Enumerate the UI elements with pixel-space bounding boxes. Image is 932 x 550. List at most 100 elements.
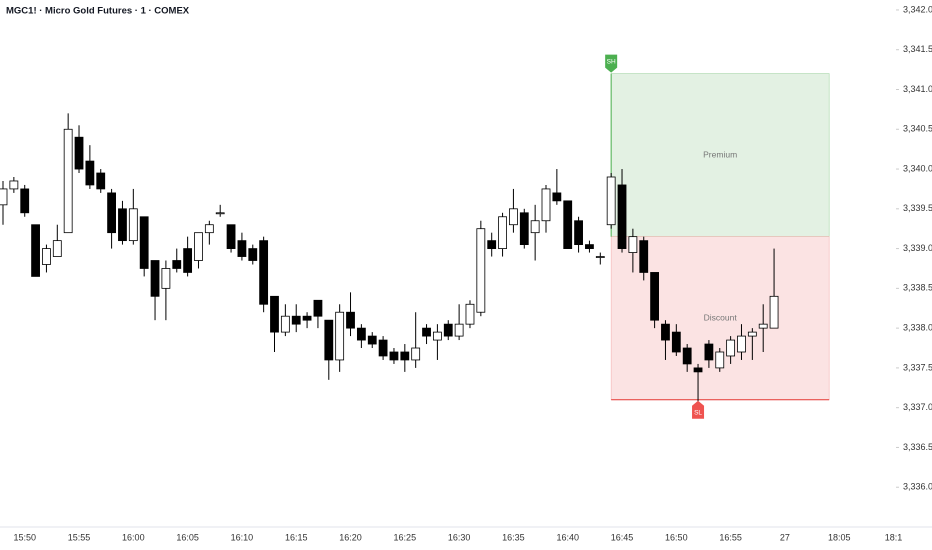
candle-body [432, 331, 442, 341]
candle-body [389, 351, 399, 361]
candle-body [758, 323, 768, 329]
candle-body [313, 299, 323, 317]
zone-label: Premium [703, 149, 737, 159]
candle-body [20, 188, 30, 214]
candle-body [519, 212, 529, 246]
x-tick-label: 18:05 [828, 532, 851, 542]
candle-body [585, 244, 594, 249]
candle-body [107, 192, 116, 234]
candle-body [530, 220, 540, 234]
x-tick-label: 16:15 [285, 532, 308, 542]
x-tick-label: 27 [780, 532, 790, 542]
candle-body [411, 347, 421, 361]
x-tick-label: 16:00 [122, 532, 145, 542]
candle-body [237, 240, 247, 257]
candle-body [498, 216, 507, 249]
candle-body [574, 220, 583, 246]
candle-body [118, 208, 127, 242]
candle-body [172, 260, 182, 269]
x-tick-label: 18:1 [885, 532, 903, 542]
candle-body [226, 224, 236, 249]
candle-body [465, 303, 475, 325]
candle-body [150, 260, 160, 297]
candle-body [74, 136, 84, 170]
candle-body [693, 367, 703, 373]
candle-body [9, 180, 19, 190]
sl-marker [692, 400, 705, 419]
x-tick-label: 16:25 [394, 532, 417, 542]
candle-body [639, 240, 649, 273]
y-tick-label: 3,337.0 [903, 402, 932, 412]
candle-body [194, 232, 203, 261]
candle-body [563, 200, 573, 249]
y-tick-label: 3,336.0 [903, 482, 932, 492]
sh-marker [605, 54, 618, 73]
candle-body [324, 319, 334, 361]
chart-title: MGC1! · Micro Gold Futures · 1 · COMEX [6, 6, 190, 17]
candle-body [509, 208, 518, 226]
x-tick-label: 16:10 [231, 532, 254, 542]
y-tick-label: 3,338.5 [903, 283, 932, 293]
candle-body [291, 315, 301, 325]
sh-label: SH [607, 58, 616, 65]
candle-body [715, 351, 725, 369]
candle-body [650, 272, 659, 321]
candle-body [769, 295, 779, 329]
y-tick-label: 3,338.0 [903, 323, 932, 333]
candle-body [541, 188, 551, 222]
x-tick-label: 16:35 [502, 532, 525, 542]
y-tick-label: 3,341.0 [903, 84, 932, 94]
candle-body [183, 248, 193, 273]
y-tick-label: 3,336.5 [903, 442, 932, 452]
y-tick-label: 3,339.0 [903, 243, 932, 253]
x-tick-label: 16:45 [611, 532, 634, 542]
candle-body [682, 347, 692, 365]
candle-body [128, 208, 138, 242]
candle-body [704, 343, 714, 361]
candle-body [726, 339, 736, 357]
candle-body [280, 315, 290, 333]
x-tick-label: 16:50 [665, 532, 688, 542]
candle-body [204, 224, 214, 234]
candle-body [617, 184, 627, 249]
candle-body [487, 240, 497, 249]
candle-body [96, 172, 106, 190]
candle-body [63, 128, 73, 234]
candle-body [270, 295, 279, 333]
candle-body [552, 192, 562, 202]
x-tick-label: 16:55 [719, 532, 742, 542]
candle-body [248, 248, 258, 261]
candle-body [161, 268, 171, 289]
candle-body [85, 160, 95, 186]
candle-body [215, 212, 225, 215]
premium-zone [610, 73, 830, 237]
candle-body [42, 248, 51, 265]
candle-body [31, 224, 40, 277]
candle-body [400, 351, 410, 361]
candle-body [747, 331, 757, 337]
candle-body [378, 339, 388, 357]
candle-body [346, 311, 355, 329]
candle-body [628, 236, 638, 253]
candle-body [443, 323, 453, 337]
y-tick-label: 3,337.5 [903, 362, 932, 372]
x-tick-label: 16:20 [339, 532, 362, 542]
sl-label: SL [694, 409, 702, 416]
x-tick-label: 16:40 [556, 532, 579, 542]
x-tick-label: 16:05 [176, 532, 199, 542]
zone-label: Discount [704, 312, 738, 322]
candle-body [367, 335, 377, 345]
candle-body [356, 327, 366, 341]
candle-body [259, 240, 269, 305]
candle-body [422, 327, 431, 337]
candle-body [52, 240, 62, 257]
candle-body [0, 188, 8, 206]
y-tick-label: 3,340.5 [903, 124, 932, 134]
candle-body [661, 323, 670, 341]
candle-body [606, 176, 616, 226]
x-tick-label: 15:55 [68, 532, 91, 542]
candle-body [737, 335, 746, 353]
candle-body [476, 228, 486, 313]
x-tick-label: 15:50 [13, 532, 36, 542]
